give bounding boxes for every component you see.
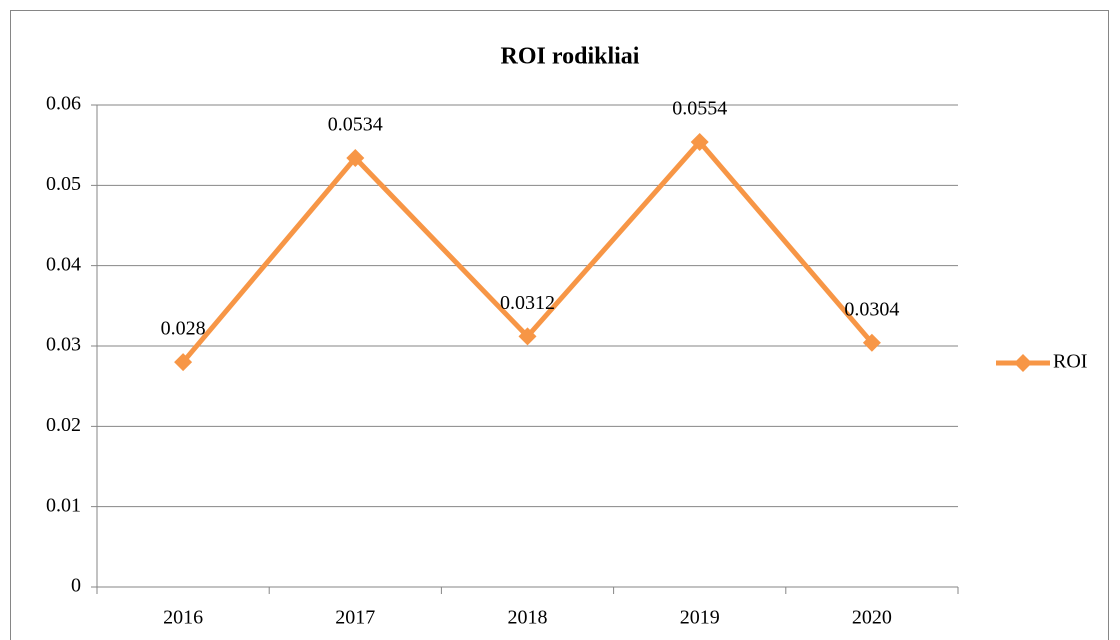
y-tick-label: 0.01: [46, 494, 81, 516]
y-tick-label: 0: [71, 575, 81, 597]
x-tick-label: 2020: [852, 607, 892, 629]
y-tick-label: 0.03: [46, 334, 81, 356]
chart-title: ROI rodikliai: [501, 44, 640, 70]
x-tick-label: 2019: [680, 607, 720, 629]
x-tick-label: 2018: [508, 607, 548, 629]
y-tick-label: 0.04: [46, 253, 81, 275]
data-label: 0.0304: [844, 298, 899, 320]
marker: [862, 333, 881, 352]
data-label: 0.0534: [328, 114, 383, 136]
marker: [518, 327, 537, 346]
marker: [690, 132, 709, 151]
data-label: 0.0554: [672, 98, 727, 120]
x-tick-label: 2016: [163, 607, 203, 629]
y-tick-label: 0.05: [46, 173, 81, 195]
y-tick-label: 0.06: [46, 93, 81, 115]
legend-marker: [1014, 354, 1032, 372]
chart-frame: [10, 10, 1109, 640]
marker: [174, 353, 193, 372]
data-label: 0.0312: [500, 292, 555, 314]
y-tick-label: 0.02: [46, 414, 81, 436]
x-tick-label: 2017: [335, 607, 375, 629]
legend-label: ROI: [1053, 351, 1087, 373]
marker: [346, 149, 365, 168]
data-label: 0.028: [161, 318, 206, 340]
